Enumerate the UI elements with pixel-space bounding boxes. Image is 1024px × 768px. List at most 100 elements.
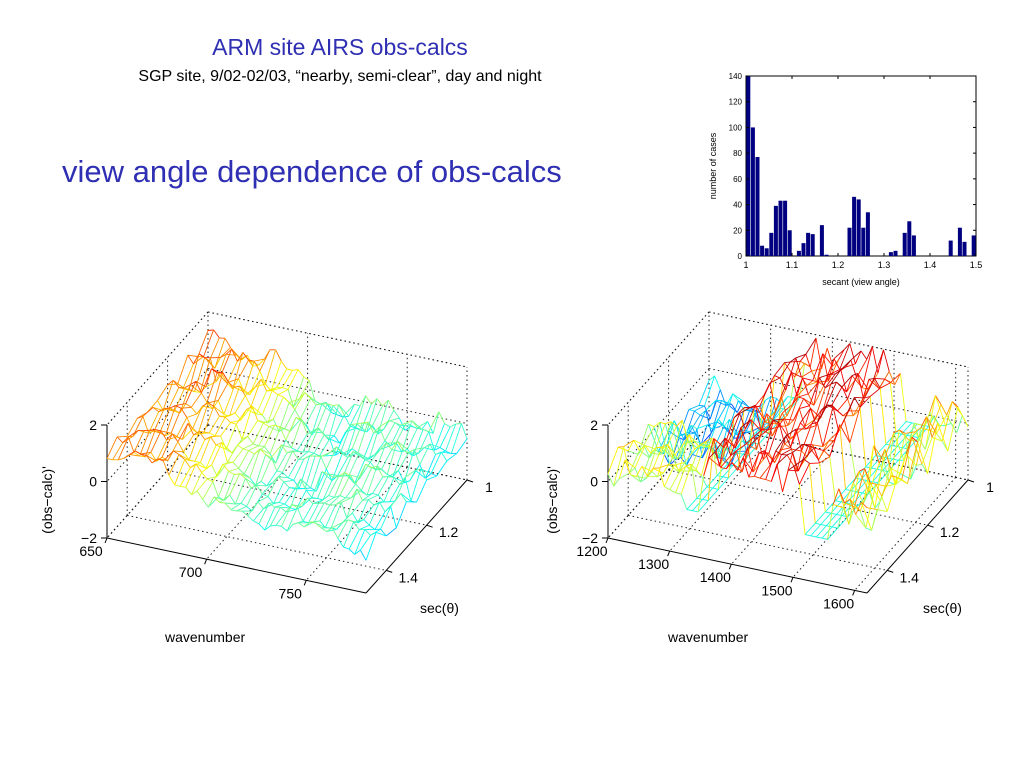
surface-segment (207, 402, 215, 407)
surface-segment (402, 449, 409, 454)
surface-segment (827, 527, 839, 540)
surface-segment (832, 406, 844, 417)
surface-segment (372, 476, 384, 494)
surface-segment (239, 473, 246, 479)
surface-segment (377, 476, 389, 496)
surface-segment (364, 529, 371, 536)
surface-segment (795, 357, 802, 378)
surface-segment (332, 405, 344, 418)
surface-segment (418, 431, 430, 454)
surface-segment (248, 445, 259, 451)
surface-segment (920, 416, 927, 429)
histogram-axes: 1 1.1 1.2 1.3 1.4 1.5 0 20 40 60 80 100 120 140 (729, 72, 983, 270)
surface-segment (272, 390, 279, 396)
surface-segment (305, 404, 317, 425)
surface-segment (889, 382, 897, 433)
surface-segment (238, 359, 249, 379)
surface-segment (643, 426, 655, 446)
surface-segment (214, 338, 226, 369)
surface-segment (400, 493, 412, 502)
surface-segment (308, 380, 316, 402)
surface-segment (349, 474, 361, 479)
surface-segment (712, 424, 723, 430)
surface-segment (343, 521, 355, 548)
y-tick (967, 479, 975, 483)
surface-segment (842, 482, 854, 508)
surface-segment (803, 398, 815, 406)
surface-segment (259, 448, 271, 455)
x-tick-label: 1400 (700, 569, 731, 585)
surface-segment (661, 446, 673, 458)
surface-segment (242, 352, 249, 361)
histogram-bar (755, 157, 760, 256)
surface-segment (229, 473, 241, 496)
surface-segment (162, 460, 170, 476)
surface-segment (325, 446, 337, 470)
histogram-bar (810, 234, 815, 256)
surface-segment (841, 504, 853, 516)
surface-segment (365, 395, 372, 405)
surface-segment (282, 471, 289, 479)
surface-segment (220, 353, 227, 358)
surface-segment (634, 445, 646, 468)
surface-segment (424, 443, 431, 449)
surface-segment (449, 423, 456, 428)
surface-segment (647, 475, 658, 478)
surface-segment (189, 384, 201, 393)
surface-segment (744, 419, 752, 430)
x-tick (728, 564, 732, 570)
surface-segment (158, 408, 165, 413)
surface-segment (831, 386, 843, 406)
surface-segment (291, 504, 302, 508)
surface-segment (769, 377, 781, 384)
surface-segment (193, 430, 200, 436)
surface-segment (885, 443, 892, 446)
surface-segment (651, 471, 658, 478)
surface-segment (389, 484, 400, 503)
surface-segment (640, 477, 647, 483)
surface-segment (724, 437, 732, 456)
surface-segment (146, 455, 153, 464)
surface-segment (740, 427, 747, 444)
surface-segment (213, 406, 225, 415)
surface-segment (168, 474, 175, 486)
surface-segment (768, 422, 780, 454)
surface-segment (305, 487, 311, 489)
surface-segment (793, 466, 800, 485)
surface-segment (291, 447, 298, 452)
surface-segment (212, 481, 219, 497)
surface-segment (253, 360, 261, 372)
surface-segment (724, 434, 736, 460)
surface-segment (201, 472, 208, 480)
surface-segment (840, 359, 852, 371)
surface-segment (871, 467, 877, 470)
surface-segment (190, 463, 197, 468)
surface-segment (175, 405, 182, 409)
surface-segment (367, 494, 379, 501)
surface-segment (735, 450, 743, 473)
surface-segment (624, 459, 636, 469)
surface-segment (194, 439, 206, 462)
surface-segment (258, 523, 266, 531)
surface-segment (728, 466, 739, 479)
surface-segment (876, 457, 888, 470)
surface-segment (259, 370, 266, 385)
surface-right-x-label: wavenumber (667, 629, 748, 645)
surface-segment (916, 463, 923, 467)
surface-segment (811, 421, 818, 425)
surface-segment (253, 508, 264, 522)
surface-segment (775, 450, 782, 455)
surface-segment (318, 495, 329, 504)
surface-segment (723, 419, 730, 428)
surface-segment (270, 457, 278, 472)
surface-segment (628, 450, 639, 455)
surface-segment (262, 493, 269, 497)
surface-segment (279, 501, 286, 505)
surface-left-y-label: sec(θ) (420, 600, 459, 616)
surface-segment (747, 430, 758, 442)
surface-segment (685, 432, 696, 436)
x-axis-line (106, 537, 367, 594)
histogram-y-tick-label: 120 (729, 98, 743, 107)
surface-segment (196, 478, 208, 492)
surface-segment (368, 426, 380, 460)
